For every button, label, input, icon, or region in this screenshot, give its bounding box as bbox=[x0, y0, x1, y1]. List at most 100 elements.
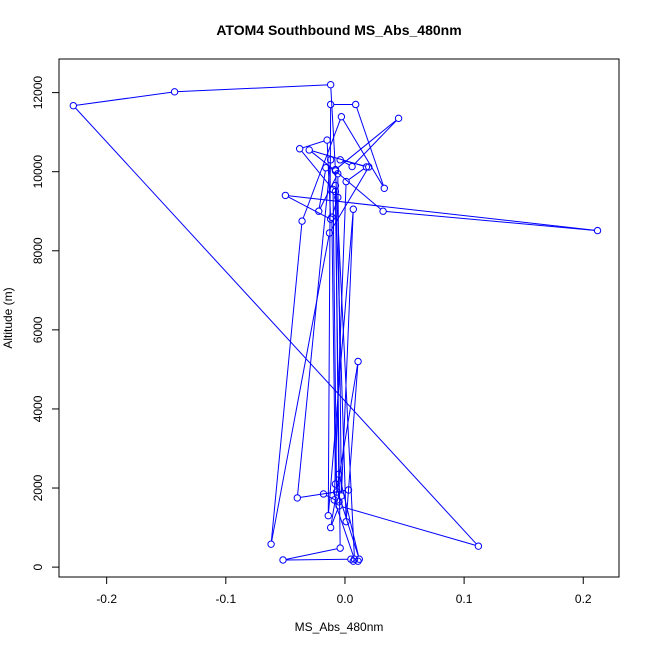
series-0-segment bbox=[286, 548, 338, 560]
series-0-segment bbox=[330, 87, 336, 167]
y-axis: 0 2000 4000 6000 8000 10000 12000 bbox=[31, 76, 60, 570]
series-0-point bbox=[337, 113, 346, 121]
series-0-point bbox=[350, 555, 359, 563]
series-0-point bbox=[332, 488, 341, 496]
series-0-point bbox=[349, 557, 357, 565]
series-0-segment bbox=[311, 151, 334, 170]
series-0-point bbox=[348, 162, 356, 171]
series-0-point bbox=[295, 145, 304, 153]
series-0-segment bbox=[356, 107, 384, 186]
y-tick-label: 4000 bbox=[31, 395, 45, 422]
series-0-point bbox=[342, 177, 350, 186]
series-0-point bbox=[335, 502, 343, 510]
series-0-segment bbox=[177, 84, 328, 93]
series-0-segment bbox=[331, 508, 339, 525]
series-0-point bbox=[380, 184, 388, 193]
series-0-segment bbox=[334, 502, 354, 557]
x-tick-label: 0.1 bbox=[456, 592, 473, 606]
series-0-point bbox=[293, 494, 301, 502]
series-0-segment bbox=[341, 212, 354, 493]
y-axis-label: Altitude (m) bbox=[1, 287, 15, 348]
series-0-point bbox=[336, 544, 344, 552]
series-0-point bbox=[331, 480, 340, 488]
y-tick-label: 0 bbox=[31, 563, 45, 570]
series-0-segment bbox=[342, 119, 384, 186]
series-0-segment bbox=[302, 119, 341, 219]
series-0-point bbox=[69, 101, 77, 110]
series-0-segment bbox=[270, 224, 303, 542]
series-0-point bbox=[331, 187, 340, 196]
series-0-point bbox=[354, 357, 362, 366]
series-0-point bbox=[326, 215, 335, 223]
x-axis-label: MS_Abs_480nm bbox=[295, 620, 384, 634]
y-tick-label: 6000 bbox=[31, 316, 45, 343]
series-0-point bbox=[336, 156, 344, 164]
series-0-segment bbox=[301, 150, 332, 188]
series-0-segment bbox=[288, 195, 595, 231]
series-0-point bbox=[326, 100, 335, 109]
series-0-point bbox=[305, 146, 313, 154]
series-0-segment bbox=[319, 176, 337, 209]
series-0-point bbox=[344, 486, 353, 494]
series-0-point bbox=[324, 512, 332, 520]
series-0-segment bbox=[331, 220, 336, 481]
series-0-segment bbox=[76, 91, 172, 106]
series-0-point bbox=[328, 213, 336, 221]
y-tick-label: 8000 bbox=[31, 237, 45, 264]
series-0-point bbox=[394, 114, 403, 123]
series-0-segment bbox=[302, 140, 325, 149]
series-0-point bbox=[593, 226, 602, 235]
series-0-segment bbox=[348, 168, 365, 181]
series-0-segment bbox=[326, 143, 332, 216]
series-0-point bbox=[323, 136, 331, 144]
series-0-point bbox=[326, 81, 335, 89]
series-0-segment bbox=[337, 119, 397, 169]
series-0-segment bbox=[332, 192, 338, 489]
series-0-point bbox=[337, 492, 346, 500]
series-0-segment bbox=[286, 558, 348, 561]
series-0-point bbox=[354, 557, 362, 565]
series-0-point bbox=[329, 185, 337, 194]
x-tick-label: 0.2 bbox=[575, 592, 592, 606]
series-0-point bbox=[379, 207, 387, 215]
y-tick-label: 12000 bbox=[31, 76, 45, 110]
series-0-segment bbox=[297, 162, 331, 495]
series-0-segment bbox=[339, 477, 360, 557]
series-0-segment bbox=[318, 170, 326, 209]
series-0-segment bbox=[327, 107, 332, 513]
series-0-segment bbox=[335, 188, 347, 519]
series-0-segment bbox=[342, 160, 350, 166]
series-0-segment bbox=[312, 150, 364, 167]
series-0-point bbox=[365, 163, 373, 171]
series-0-segment bbox=[353, 120, 397, 165]
y-tick-label: 2000 bbox=[31, 474, 45, 501]
series-0-point bbox=[281, 191, 290, 200]
series-0-point bbox=[322, 164, 330, 172]
series-0-segment bbox=[386, 211, 595, 231]
series-0-point bbox=[330, 496, 338, 504]
series-0-point bbox=[335, 470, 343, 478]
series-0-point bbox=[279, 556, 287, 564]
series-0-segment bbox=[330, 169, 368, 231]
series-0-point bbox=[326, 156, 335, 164]
series-0-point bbox=[474, 542, 483, 550]
series-0-segment bbox=[287, 196, 329, 219]
series-0-segment bbox=[332, 200, 338, 215]
series-0-point bbox=[347, 555, 355, 563]
series-0-point bbox=[325, 229, 334, 237]
series-0-point bbox=[351, 100, 360, 109]
series-0-segment bbox=[271, 236, 330, 542]
series-0-point bbox=[298, 217, 306, 225]
x-axis: -0.2 -0.1 0.0 0.1 0.2 bbox=[96, 576, 592, 606]
series-lines bbox=[75, 84, 595, 561]
series-0-segment bbox=[334, 194, 341, 545]
series-0-segment bbox=[328, 212, 354, 513]
series-0-point bbox=[319, 490, 328, 498]
series-0-point bbox=[170, 88, 179, 96]
series-0-point bbox=[331, 167, 340, 175]
series-0-segment bbox=[330, 364, 359, 525]
series-0-segment bbox=[345, 364, 359, 519]
series-0-point bbox=[267, 540, 275, 548]
